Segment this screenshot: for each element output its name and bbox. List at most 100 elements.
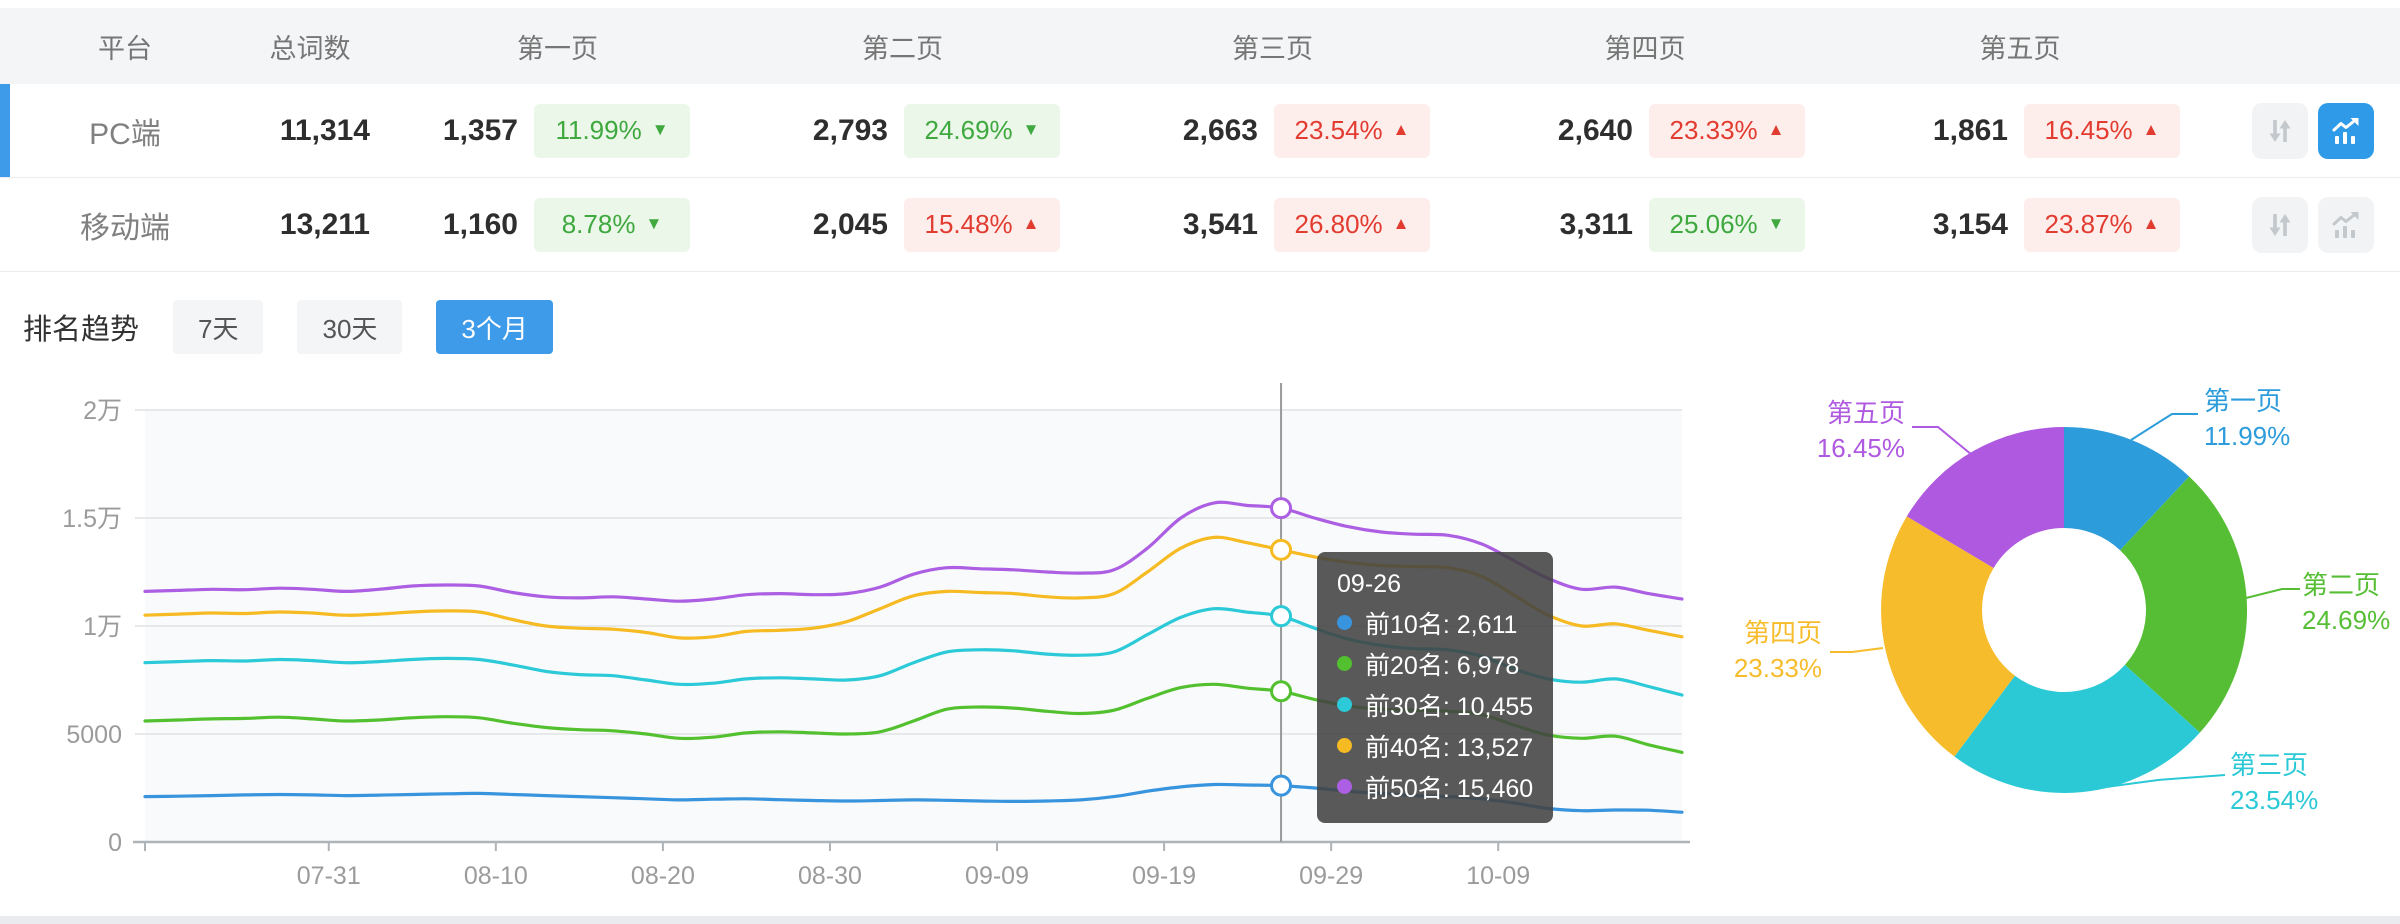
change-percent: 15.48%: [924, 209, 1013, 239]
change-percent: 23.33%: [1669, 115, 1758, 145]
arrow-up-icon: ▲: [1392, 213, 1410, 233]
donut-label-name: 第三页: [2230, 750, 2309, 780]
trend-title: 排名趋势: [23, 314, 140, 346]
table-body: PC端 11,314 1,357 11.99% ▼ 2,793 24.69% ▼ …: [0, 84, 2400, 272]
trend-section-header: 排名趋势 7天 30天 3个月: [0, 298, 553, 356]
donut-slice[interactable]: [1954, 664, 2200, 793]
change-percent: 23.54%: [1294, 115, 1383, 145]
donut-label-pct: 23.54%: [2230, 785, 2319, 815]
rank-trend-line-chart[interactable]: 爱站网 050001万1.5万2万07-3108-1008-2008-3009-…: [0, 375, 1700, 905]
row-actions: [2180, 196, 2400, 253]
page-count: 2,793: [812, 113, 888, 147]
svg-text:08-30: 08-30: [798, 862, 862, 890]
highlight-marker: [1270, 680, 1293, 703]
page-cell: 3,311 25.06% ▼: [1430, 197, 1805, 252]
donut-slice[interactable]: [1906, 427, 2064, 568]
change-badge: 8.78% ▼: [534, 197, 690, 252]
trend-chart-button[interactable]: [2318, 196, 2374, 253]
change-badge: 11.99% ▼: [534, 103, 690, 158]
table-row[interactable]: 移动端 13,211 1,160 8.78% ▼ 2,045 15.48% ▲ 3…: [0, 178, 2400, 272]
donut-label-pct: 24.69%: [2302, 605, 2391, 635]
donut-slice[interactable]: [2064, 427, 2190, 551]
col-header-platform: 平台: [98, 33, 152, 64]
change-percent: 25.06%: [1669, 209, 1758, 239]
donut-label-page1: 第一页 11.99%: [2204, 384, 2290, 454]
donut-label-name: 第四页: [1743, 618, 1822, 648]
trend-chart-button[interactable]: [2318, 102, 2374, 159]
page-cell: 1,160 8.78% ▼: [370, 197, 690, 252]
change-percent: 16.45%: [2044, 115, 2133, 145]
page-count: 1,861: [1932, 113, 2008, 147]
change-badge: 24.69% ▼: [904, 103, 1060, 158]
change-percent: 8.78%: [561, 209, 636, 239]
svg-text:0: 0: [108, 829, 122, 857]
page-count: 1,160: [442, 207, 518, 241]
page-cell: 3,541 26.80% ▲: [1060, 197, 1430, 252]
donut-label-page2: 第二页 24.69%: [2302, 568, 2390, 638]
arrow-down-icon: ▼: [645, 213, 663, 233]
svg-text:07-31: 07-31: [297, 862, 361, 890]
platform-name: PC端: [89, 117, 161, 151]
page-count: 3,154: [1932, 207, 2008, 241]
svg-text:09-29: 09-29: [1299, 862, 1363, 890]
donut-canvas[interactable]: [1680, 360, 2400, 890]
svg-text:08-10: 08-10: [464, 862, 528, 890]
arrow-down-icon: ▼: [1767, 213, 1785, 233]
change-percent: 11.99%: [555, 115, 642, 145]
svg-text:5000: 5000: [66, 721, 122, 749]
trend-chart-icon: [2332, 211, 2359, 238]
total-words-value: 11,314: [279, 113, 370, 147]
page-count: 1,357: [442, 113, 518, 147]
tab-3-months[interactable]: 3个月: [436, 300, 553, 354]
donut-slice[interactable]: [1881, 516, 2015, 757]
page-count: 2,640: [1557, 113, 1633, 147]
tab-7-days[interactable]: 7天: [173, 300, 264, 354]
change-badge: 25.06% ▼: [1649, 197, 1805, 252]
col-header-page4: 第四页: [1604, 33, 1686, 64]
svg-text:1.5万: 1.5万: [62, 505, 122, 533]
donut-label-name: 第一页: [2204, 386, 2283, 416]
svg-text:1万: 1万: [83, 613, 122, 641]
col-header-page3: 第三页: [1232, 33, 1313, 64]
sort-button[interactable]: [2252, 102, 2308, 159]
highlight-marker: [1270, 538, 1293, 561]
row-actions: [2180, 102, 2400, 159]
change-badge: 16.45% ▲: [2024, 103, 2180, 158]
page-distribution-donut-chart[interactable]: 第一页 11.99% 第二页 24.69% 第三页 23.54% 第四页 23.33% …: [1680, 360, 2400, 890]
sort-button[interactable]: [2252, 196, 2308, 253]
page-count: 3,311: [1559, 207, 1633, 241]
arrow-up-icon: ▲: [1022, 213, 1040, 233]
page-cell: 2,045 15.48% ▲: [690, 197, 1060, 252]
donut-label-page4: 第四页 23.33%: [1695, 616, 1822, 686]
highlight-marker: [1270, 497, 1293, 520]
arrow-up-icon: ▲: [1392, 119, 1410, 139]
page-cell: 2,640 23.33% ▲: [1430, 103, 1805, 158]
donut-label-name: 第五页: [1826, 398, 1905, 428]
donut-label-name: 第二页: [2302, 570, 2381, 600]
table-row[interactable]: PC端 11,314 1,357 11.99% ▼ 2,793 24.69% ▼ …: [0, 84, 2400, 178]
change-percent: 24.69%: [924, 115, 1013, 145]
arrow-up-icon: ▲: [2142, 213, 2160, 233]
series-line: [143, 500, 1684, 603]
svg-text:09-09: 09-09: [965, 862, 1029, 890]
donut-slice[interactable]: [2120, 476, 2248, 733]
col-header-total: 总词数: [269, 33, 351, 64]
page-count: 2,045: [812, 207, 888, 241]
page-cell: 1,861 16.45% ▲: [1805, 103, 2180, 158]
change-percent: 26.80%: [1294, 209, 1383, 239]
col-header-page1: 第一页: [517, 33, 598, 64]
sort-arrows-icon: [2269, 119, 2291, 142]
change-badge: 26.80% ▲: [1274, 197, 1430, 252]
tab-30-days[interactable]: 30天: [297, 300, 403, 354]
highlight-marker: [1270, 605, 1293, 628]
arrow-up-icon: ▲: [2142, 119, 2160, 139]
table-header: 平台 总词数 第一页 第二页 第三页 第四页 第五页: [0, 8, 2400, 84]
highlight-marker: [1270, 774, 1293, 797]
svg-text:10-09: 10-09: [1466, 862, 1530, 890]
arrow-up-icon: ▲: [1767, 119, 1785, 139]
arrow-down-icon: ▼: [651, 119, 669, 139]
line-chart-canvas[interactable]: 0 5000 1万 1.5万 2万 07-31 08-10 08-20 08-30 09-09 09…: [0, 375, 1700, 905]
donut-label-page3: 第三页 23.54%: [2230, 748, 2318, 818]
svg-text:2万: 2万: [83, 397, 122, 425]
